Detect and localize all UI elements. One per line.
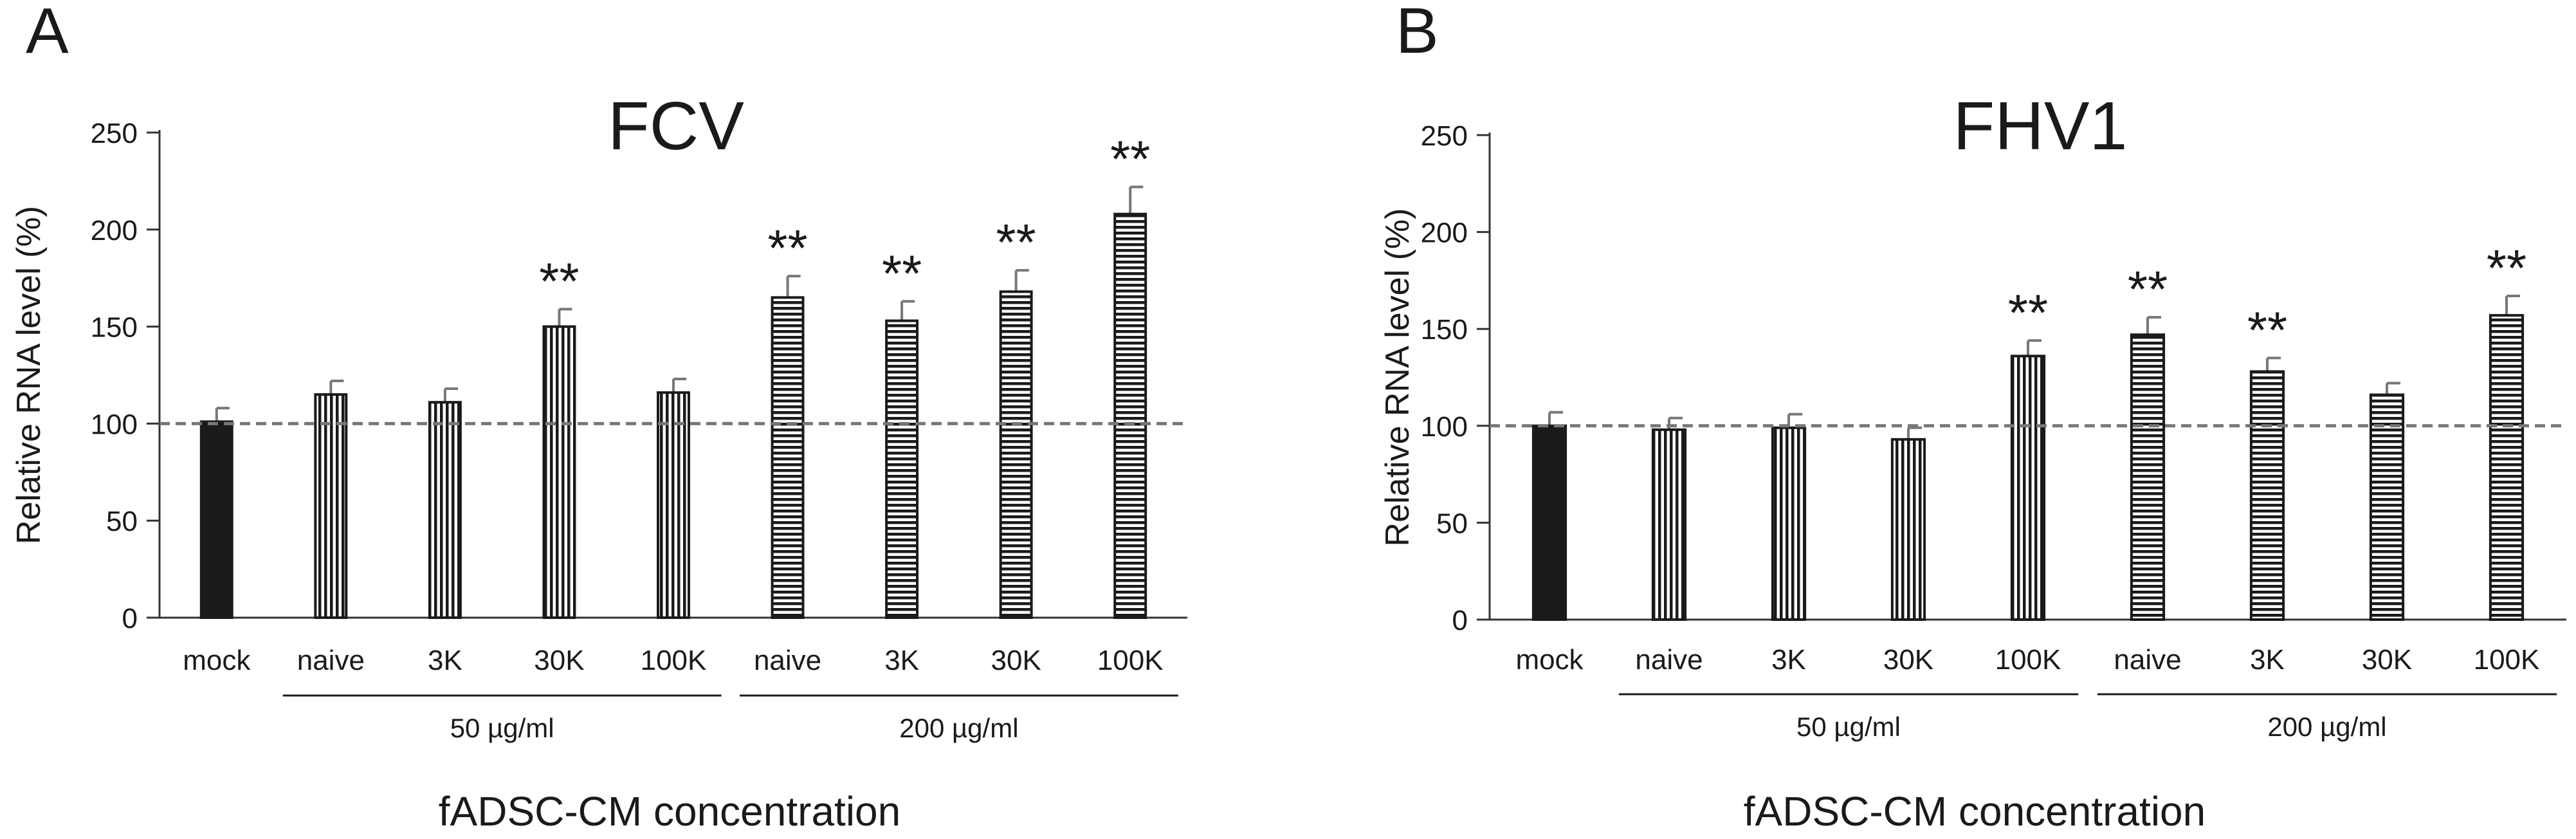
group-label: 50 µg/ml [450,713,554,743]
bar-7 [885,319,919,619]
bar-3 [428,401,462,619]
bar-6 [771,296,805,619]
y-tick-label: 250 [1421,120,1468,152]
y-axis-label: Relative RNA level (%) [10,206,48,544]
y-tick-label: 250 [91,118,138,149]
category-label: 30K [534,645,584,676]
bar-8 [2369,393,2405,621]
group-label: 50 µg/ml [1796,712,1901,742]
significance-mark: ** [1110,130,1150,187]
y-tick-label: 0 [1452,605,1468,636]
category-label: 30K [1883,644,1933,676]
category-label: mock [183,645,251,676]
category-label: 100K [2474,644,2540,676]
bar-3 [1771,426,1807,621]
category-label: 3K [2250,644,2285,676]
chart-title: FCV [608,88,744,164]
category-label: 30K [991,645,1041,676]
bar-5 [657,391,690,619]
category-label: mock [1515,644,1584,676]
category-label: 3K [1771,644,1806,676]
panel-a: A FCV Relative RNA level (%) 0 50 100 150 200 25… [10,0,1187,834]
fhv1-chart: B FHV1 Relative RNA level (%) 0 50 100 150 200 2… [1379,0,2566,834]
significance-mark: ** [2128,261,2168,318]
significance-mark: ** [2487,239,2526,297]
significance-mark: ** [882,244,922,302]
y-tick-label: 100 [1421,411,1468,443]
bar-2 [1651,428,1687,621]
y-tick-label: 150 [91,312,138,344]
y-axis-label: Relative RNA level (%) [1379,208,1416,547]
panel-letter: A [26,0,69,67]
bar-5 [2010,355,2046,621]
chart-title: FHV1 [1953,88,2128,164]
x-axis-label: fADSC-CM concentration [1744,788,2206,834]
significance-mark: ** [996,214,1036,271]
significance-mark: ** [767,219,807,277]
y-tick-label: 50 [106,506,138,537]
category-label: 30K [2362,644,2412,676]
category-label: 100K [641,645,707,676]
significance-mark: ** [539,252,579,309]
category-label: naive [297,645,365,676]
panel-b: B FHV1 Relative RNA level (%) 0 50 100 150 200 2… [1288,0,2576,839]
bar-1 [199,420,233,619]
bar-4 [1890,438,1926,621]
bar-9 [2489,314,2525,621]
panel-letter: B [1396,0,1439,67]
significance-mark: ** [2247,301,2287,358]
category-label: naive [754,645,821,676]
category-label: 3K [884,645,919,676]
category-label: naive [2114,644,2181,676]
y-tick-label: 50 [1436,508,1468,539]
group-label: 200 µg/ml [2267,712,2386,742]
bar-9 [1113,212,1147,619]
y-tick-label: 150 [1421,314,1468,346]
bar-7 [2249,370,2285,621]
y-tick-label: 0 [122,603,138,634]
bar-2 [314,393,348,619]
category-label: naive [1635,644,1703,676]
category-label: 100K [1097,645,1164,676]
x-axis-label: fADSC-CM concentration [439,788,900,834]
category-label: 100K [1995,644,2061,676]
group-label: 200 µg/ml [899,713,1018,743]
bar-6 [2130,333,2166,622]
y-tick-label: 200 [1421,217,1468,249]
y-tick-label: 100 [91,409,138,440]
fcv-chart: A FCV Relative RNA level (%) 0 50 100 150 200 25… [10,0,1187,834]
y-tick-label: 200 [91,215,138,246]
bar-4 [542,325,576,619]
category-label: 3K [428,645,462,676]
bar-1 [1531,424,1567,621]
significance-mark: ** [2008,284,2048,341]
bar-8 [999,290,1033,619]
